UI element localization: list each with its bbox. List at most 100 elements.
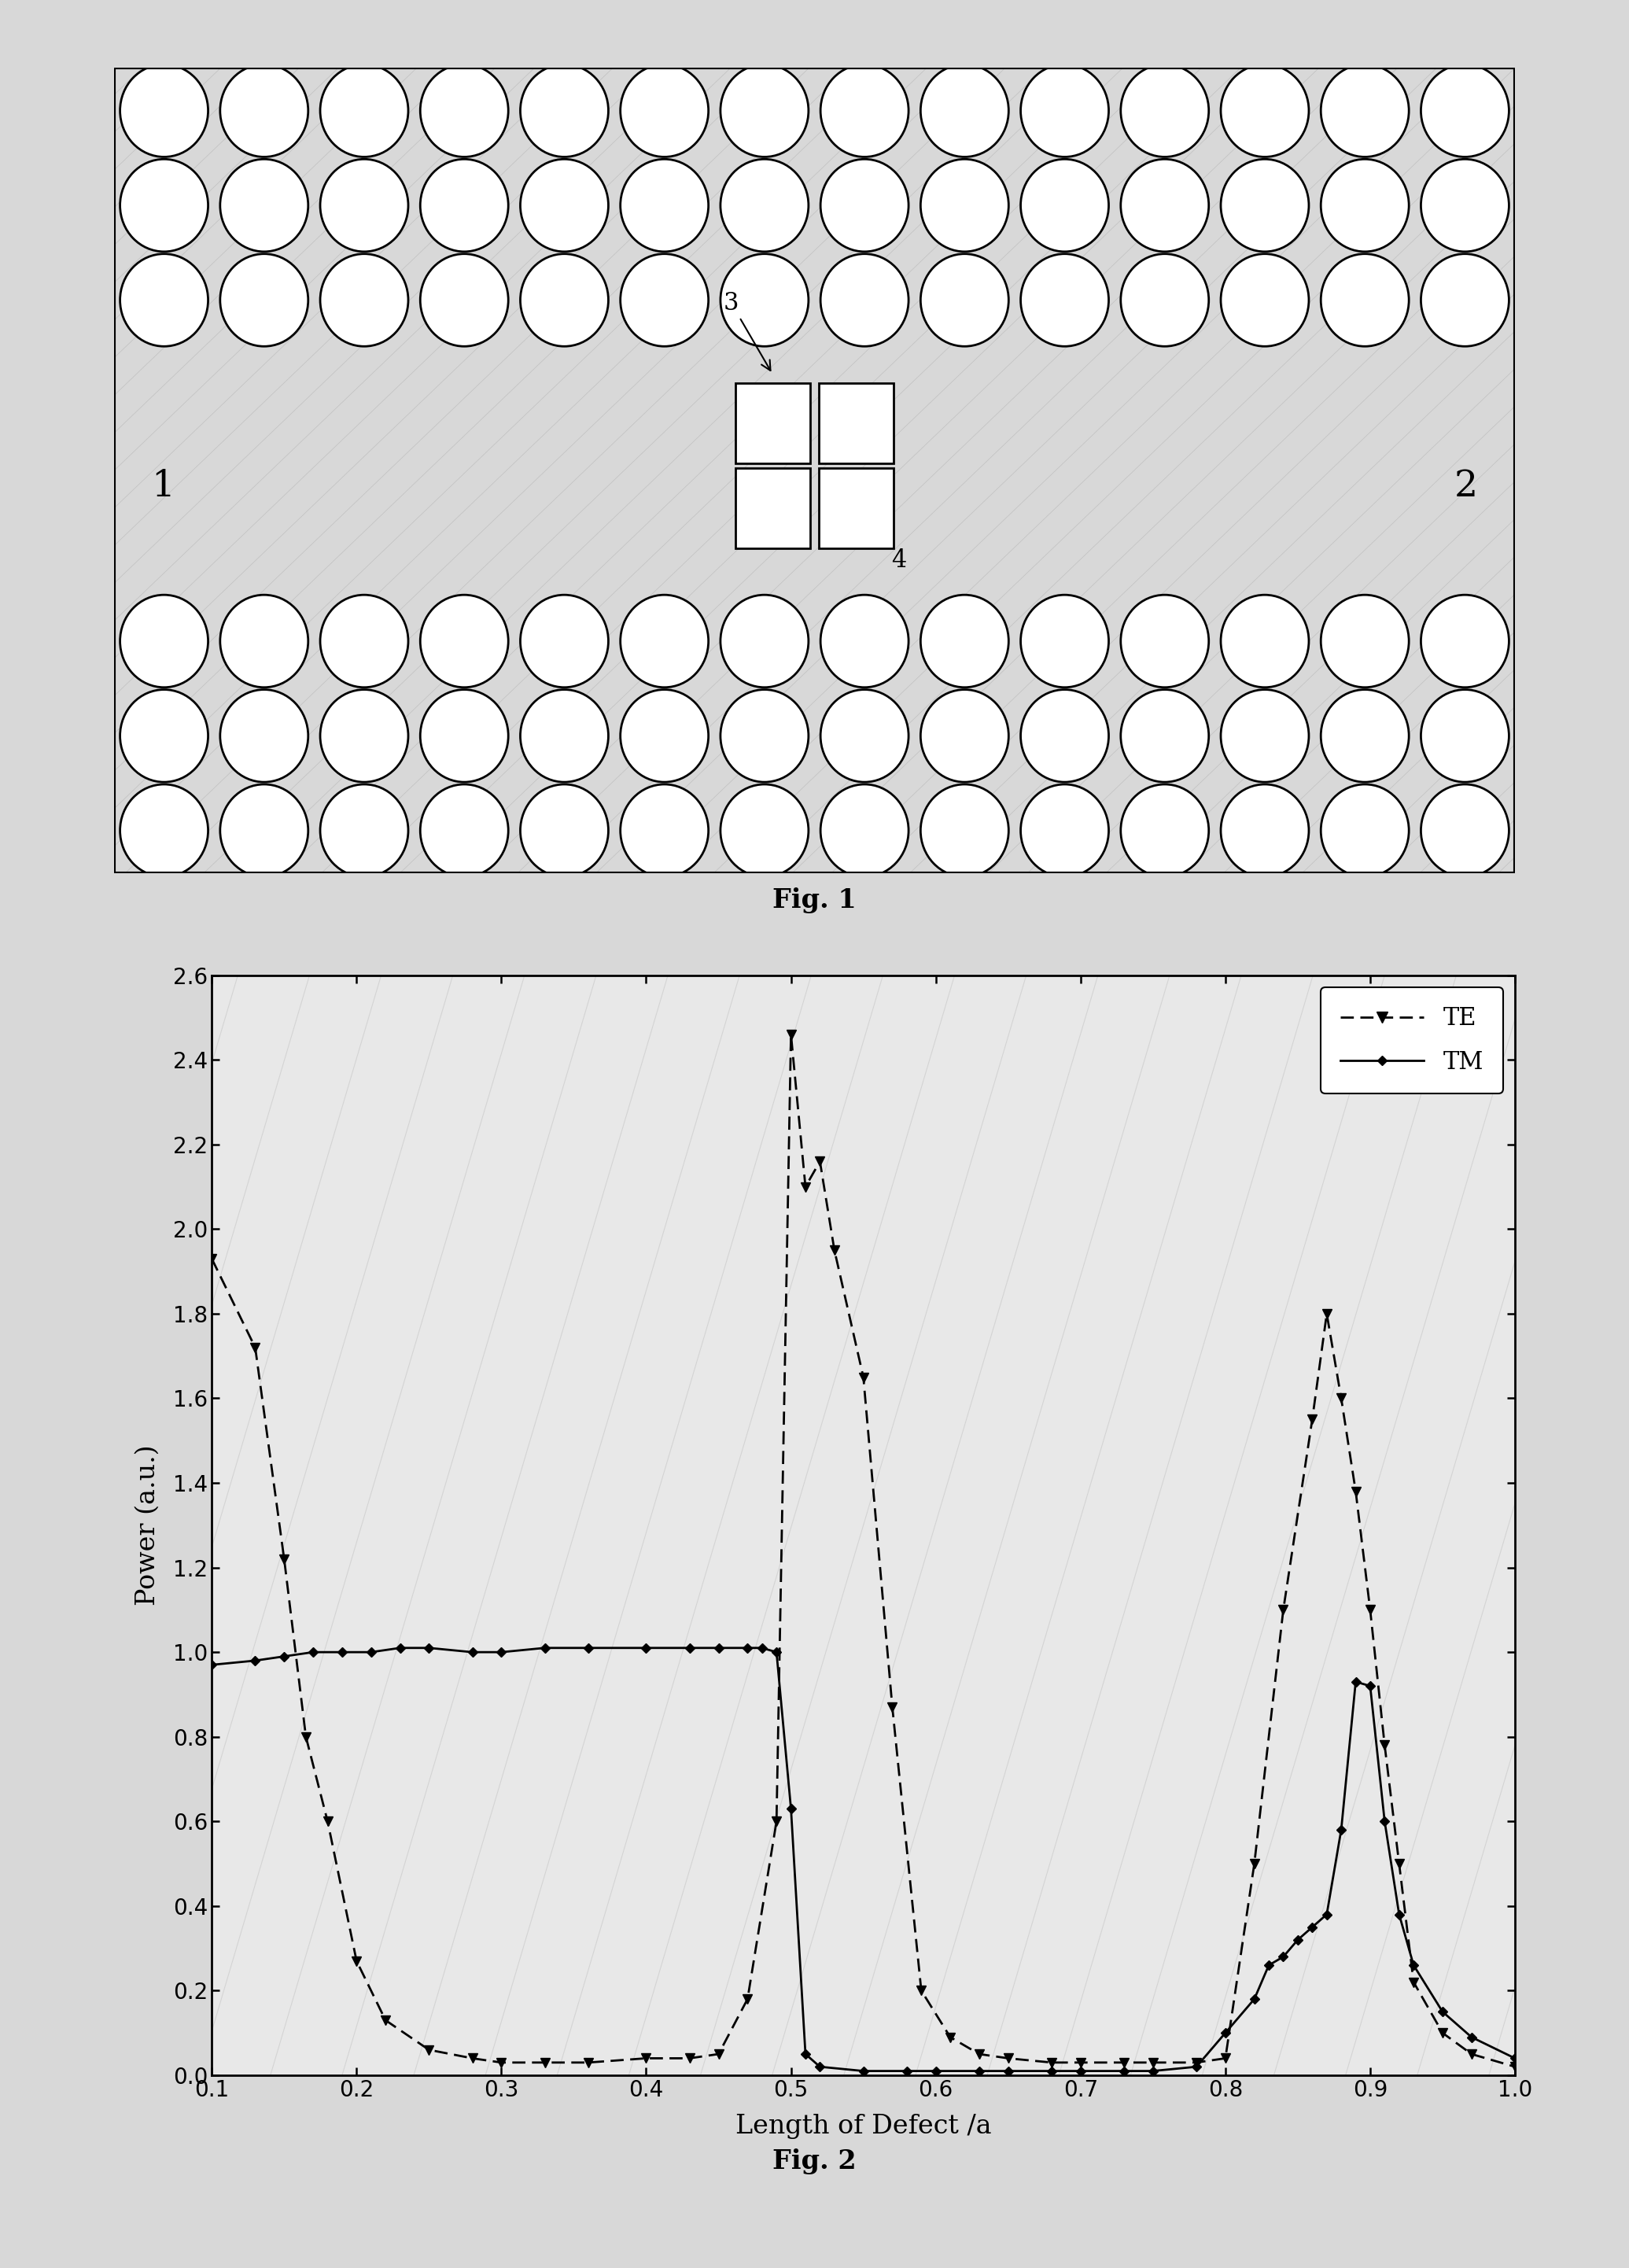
- Ellipse shape: [1021, 64, 1109, 156]
- Ellipse shape: [1121, 254, 1209, 347]
- Ellipse shape: [121, 689, 209, 782]
- X-axis label: Length of Defect /a: Length of Defect /a: [735, 2114, 992, 2139]
- Ellipse shape: [520, 689, 608, 782]
- Ellipse shape: [621, 594, 709, 687]
- Ellipse shape: [220, 785, 308, 878]
- Ellipse shape: [920, 689, 1008, 782]
- Ellipse shape: [420, 254, 508, 347]
- Ellipse shape: [1220, 64, 1308, 156]
- Ellipse shape: [621, 254, 709, 347]
- Ellipse shape: [621, 64, 709, 156]
- Ellipse shape: [520, 254, 608, 347]
- Ellipse shape: [720, 159, 808, 252]
- Ellipse shape: [920, 254, 1008, 347]
- Ellipse shape: [1321, 785, 1409, 878]
- Ellipse shape: [1321, 594, 1409, 687]
- Ellipse shape: [520, 64, 608, 156]
- Ellipse shape: [121, 254, 209, 347]
- Ellipse shape: [1121, 689, 1209, 782]
- Ellipse shape: [220, 689, 308, 782]
- Ellipse shape: [20, 594, 108, 687]
- Bar: [735, 467, 811, 549]
- Ellipse shape: [220, 64, 308, 156]
- Ellipse shape: [520, 159, 608, 252]
- Ellipse shape: [20, 159, 108, 252]
- Text: 2: 2: [1455, 469, 1478, 503]
- Ellipse shape: [1321, 689, 1409, 782]
- Ellipse shape: [321, 594, 409, 687]
- Ellipse shape: [1121, 159, 1209, 252]
- Ellipse shape: [1220, 785, 1308, 878]
- Ellipse shape: [321, 254, 409, 347]
- Ellipse shape: [1021, 159, 1109, 252]
- Ellipse shape: [1321, 159, 1409, 252]
- Ellipse shape: [920, 785, 1008, 878]
- Ellipse shape: [420, 64, 508, 156]
- Ellipse shape: [1420, 785, 1508, 878]
- Ellipse shape: [621, 159, 709, 252]
- Ellipse shape: [1220, 254, 1308, 347]
- Ellipse shape: [821, 689, 909, 782]
- Ellipse shape: [1021, 785, 1109, 878]
- Ellipse shape: [1521, 689, 1609, 782]
- Ellipse shape: [1420, 159, 1508, 252]
- Ellipse shape: [720, 594, 808, 687]
- Ellipse shape: [1420, 689, 1508, 782]
- Ellipse shape: [821, 64, 909, 156]
- Ellipse shape: [1220, 594, 1308, 687]
- Ellipse shape: [321, 689, 409, 782]
- Ellipse shape: [621, 785, 709, 878]
- Ellipse shape: [1521, 254, 1609, 347]
- Ellipse shape: [520, 594, 608, 687]
- Ellipse shape: [821, 785, 909, 878]
- Ellipse shape: [920, 594, 1008, 687]
- Ellipse shape: [220, 254, 308, 347]
- Ellipse shape: [821, 254, 909, 347]
- Ellipse shape: [420, 785, 508, 878]
- Ellipse shape: [720, 254, 808, 347]
- Ellipse shape: [821, 159, 909, 252]
- Ellipse shape: [1021, 254, 1109, 347]
- Ellipse shape: [520, 785, 608, 878]
- Ellipse shape: [1220, 159, 1308, 252]
- Ellipse shape: [920, 159, 1008, 252]
- Ellipse shape: [1521, 64, 1609, 156]
- Ellipse shape: [1121, 785, 1209, 878]
- Ellipse shape: [1121, 594, 1209, 687]
- Ellipse shape: [720, 689, 808, 782]
- Text: 3: 3: [723, 290, 771, 370]
- Ellipse shape: [420, 689, 508, 782]
- Ellipse shape: [1420, 64, 1508, 156]
- Ellipse shape: [420, 594, 508, 687]
- Ellipse shape: [621, 689, 709, 782]
- Ellipse shape: [720, 64, 808, 156]
- Ellipse shape: [1321, 254, 1409, 347]
- Ellipse shape: [121, 159, 209, 252]
- Ellipse shape: [321, 64, 409, 156]
- Ellipse shape: [121, 64, 209, 156]
- Ellipse shape: [20, 64, 108, 156]
- Text: Fig. 1: Fig. 1: [772, 887, 857, 914]
- Ellipse shape: [821, 594, 909, 687]
- Ellipse shape: [920, 64, 1008, 156]
- Ellipse shape: [321, 159, 409, 252]
- Bar: [735, 383, 811, 463]
- Y-axis label: Power (a.u.): Power (a.u.): [135, 1445, 160, 1606]
- Ellipse shape: [220, 159, 308, 252]
- Ellipse shape: [121, 785, 209, 878]
- Text: 1: 1: [151, 469, 174, 503]
- Ellipse shape: [20, 254, 108, 347]
- Ellipse shape: [1521, 594, 1609, 687]
- Ellipse shape: [720, 785, 808, 878]
- Legend: TE, TM: TE, TM: [1321, 987, 1504, 1093]
- Ellipse shape: [321, 785, 409, 878]
- Ellipse shape: [1420, 254, 1508, 347]
- Ellipse shape: [1021, 594, 1109, 687]
- Ellipse shape: [1321, 64, 1409, 156]
- Ellipse shape: [1220, 689, 1308, 782]
- Ellipse shape: [1021, 689, 1109, 782]
- Bar: [818, 467, 894, 549]
- Ellipse shape: [1521, 785, 1609, 878]
- Ellipse shape: [1420, 594, 1508, 687]
- Ellipse shape: [20, 785, 108, 878]
